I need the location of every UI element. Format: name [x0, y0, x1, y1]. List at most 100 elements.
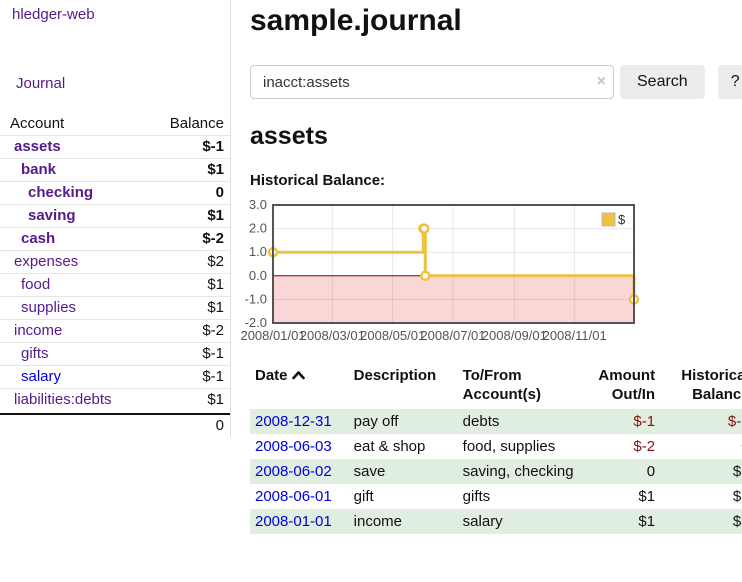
- plot-border: [272, 204, 635, 324]
- account-link-expenses[interactable]: expenses: [14, 253, 79, 270]
- accounts-total-value: 0: [149, 413, 230, 437]
- transactions-header-balance: Historical Balance: [681, 367, 742, 403]
- account-link-saving[interactable]: saving: [28, 207, 76, 224]
- transaction-row: 2008-06-02 save saving, checking 0 $2: [250, 459, 742, 484]
- search-input[interactable]: [250, 65, 614, 99]
- account-row: salary $-1: [0, 365, 230, 388]
- account-balance: $1: [149, 388, 230, 411]
- negative-region: [273, 275, 634, 323]
- transaction-date-link[interactable]: 2008-06-03: [255, 438, 332, 455]
- account-link-gifts[interactable]: gifts: [21, 345, 49, 362]
- transaction-balance: $-1: [727, 413, 742, 430]
- x-tick-label: 2008/03/01: [300, 328, 365, 343]
- x-tick-label: 2008/05/01: [360, 328, 425, 343]
- accounts-header-account: Account: [10, 115, 65, 132]
- search-button[interactable]: Search: [620, 65, 705, 99]
- account-row: checking 0: [0, 181, 230, 204]
- transaction-date-link[interactable]: 2008-12-31: [255, 413, 332, 430]
- transaction-accounts: salary: [462, 513, 503, 530]
- account-name-cell: supplies: [0, 296, 150, 319]
- clear-search-icon[interactable]: ×: [596, 73, 606, 90]
- legend-label: $: [618, 212, 626, 227]
- account-balance: $1: [149, 158, 230, 181]
- account-link-food[interactable]: food: [21, 276, 51, 293]
- x-tick-label: 2008/01/01: [240, 328, 305, 343]
- account-name-cell: assets: [0, 135, 150, 158]
- account-link-cash[interactable]: cash: [21, 230, 56, 247]
- account-row: assets $-1: [0, 135, 230, 158]
- transaction-date-cell: 2008-06-03: [250, 434, 349, 459]
- account-name-cell: food: [0, 273, 150, 296]
- account-name-cell: liabilities:debts: [0, 388, 150, 411]
- account-balance: $-2: [149, 319, 230, 342]
- account-row: supplies $1: [0, 296, 230, 319]
- account-row: food $1: [0, 273, 230, 296]
- account-balance: $-1: [149, 342, 230, 365]
- sort-ascending-icon: [291, 366, 305, 385]
- transaction-description: eat & shop: [353, 438, 426, 455]
- account-link-liabilities-debts[interactable]: liabilities:debts: [14, 391, 112, 408]
- transaction-date-link[interactable]: 2008-06-02: [255, 463, 332, 480]
- account-name-cell: cash: [0, 227, 150, 250]
- transaction-description: pay off: [353, 413, 399, 430]
- transactions-table: Date Description To/From Account(s) Amou…: [250, 364, 742, 534]
- account-row: cash $-2: [0, 227, 230, 250]
- y-tick-label: 1.0: [249, 244, 267, 259]
- account-link-bank[interactable]: bank: [21, 161, 57, 178]
- account-link-assets[interactable]: assets: [14, 138, 61, 155]
- account-name-cell: gifts: [0, 342, 150, 365]
- accounts-table-header-row: Account Balance: [0, 112, 230, 135]
- account-name-cell: salary: [0, 365, 150, 388]
- transaction-balance: $2: [732, 463, 742, 480]
- y-tick-label: -1.0: [245, 291, 267, 306]
- search-form: × Search ?: [250, 65, 742, 99]
- account-link-supplies[interactable]: supplies: [21, 299, 77, 316]
- accounts-header-balance: Balance: [169, 115, 224, 132]
- transaction-accounts: saving, checking: [462, 463, 574, 480]
- sidebar-item-journal[interactable]: Journal: [16, 75, 66, 92]
- transactions-header-date[interactable]: Date: [250, 364, 349, 409]
- transaction-accounts: debts: [462, 413, 500, 430]
- transactions-header-description: Description: [353, 367, 437, 384]
- transaction-date-link[interactable]: 2008-01-01: [255, 513, 332, 530]
- accounts-table: Account Balance assets $-1 bank $1 checking 0…: [0, 112, 230, 437]
- account-balance: $2: [149, 250, 230, 273]
- account-balance: $1: [149, 296, 230, 319]
- account-row: bank $1: [0, 158, 230, 181]
- data-point-marker: [419, 223, 430, 234]
- transaction-description: gift: [353, 488, 374, 505]
- data-point-marker: [420, 270, 431, 282]
- account-row: saving $1: [0, 204, 230, 227]
- accounts-table-body: assets $-1 bank $1 checking 0 saving $1 cash $-2 e…: [0, 135, 230, 411]
- help-button[interactable]: ?: [717, 65, 742, 99]
- transaction-balance: 0: [658, 434, 742, 459]
- transaction-date-cell: 2008-12-31: [250, 409, 349, 434]
- account-link-income[interactable]: income: [14, 322, 63, 339]
- account-balance: 0: [149, 181, 230, 204]
- transaction-accounts: food, supplies: [462, 438, 556, 455]
- chart-title: Historical Balance:: [250, 172, 386, 189]
- account-balance: $-1: [149, 365, 230, 388]
- account-link-checking[interactable]: checking: [28, 184, 94, 201]
- transaction-description: income: [353, 513, 402, 530]
- account-link-salary[interactable]: salary: [21, 368, 62, 385]
- account-name-cell: expenses: [0, 250, 150, 273]
- transaction-date-cell: 2008-06-01: [250, 484, 349, 509]
- legend-swatch: [601, 212, 616, 227]
- account-row: expenses $2: [0, 250, 230, 273]
- transaction-row: 2008-06-03 eat & shop food, supplies $-20: [250, 434, 742, 459]
- transaction-date-link[interactable]: 2008-06-01: [255, 488, 332, 505]
- account-row: income $-2: [0, 319, 230, 342]
- transaction-amount: $1: [638, 513, 656, 530]
- page-title: sample.journal: [250, 4, 462, 37]
- sidebar: hledger-web Journal Account Balance asse…: [0, 0, 231, 437]
- page: hledger-web Journal Account Balance asse…: [0, 0, 742, 534]
- date-header-label: Date: [255, 367, 288, 384]
- app-title-link[interactable]: hledger-web: [12, 6, 95, 23]
- account-balance: $1: [149, 273, 230, 296]
- account-balance: $-2: [149, 227, 230, 250]
- y-tick-label: 3.0: [249, 197, 267, 212]
- main-content: sample.journal × Search ? assets Histori…: [231, 0, 742, 534]
- y-tick-label: 0.0: [249, 268, 267, 283]
- account-balance: $1: [149, 204, 230, 227]
